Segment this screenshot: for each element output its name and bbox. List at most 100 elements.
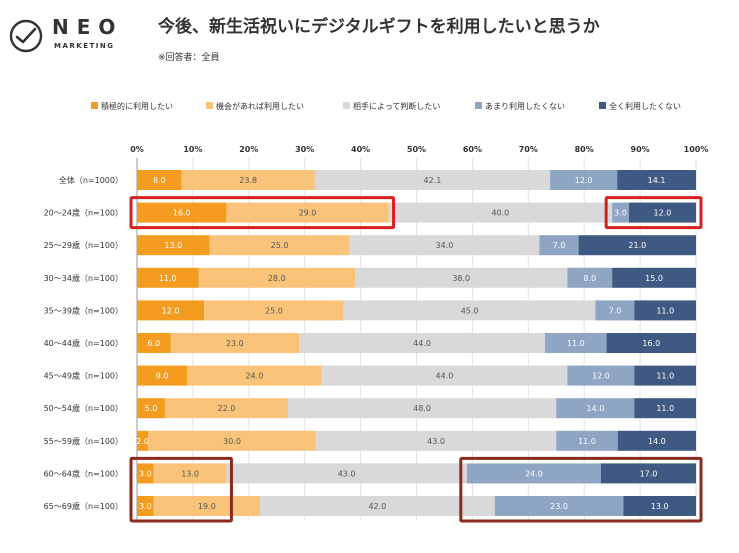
data-label: 16.0: [642, 339, 660, 348]
data-label: 3.0: [139, 502, 152, 511]
data-label: 43.0: [338, 469, 356, 478]
bar-segment: [355, 267, 568, 288]
bar-segment: [137, 463, 154, 484]
category-label: 45〜49歳（n=100）: [44, 371, 123, 381]
bar-segment: [287, 398, 557, 419]
bar-segment: [634, 365, 696, 386]
data-label: 7.0: [553, 241, 566, 250]
bar-segment: [137, 235, 210, 256]
x-tick-label: 80%: [575, 145, 594, 154]
category-label: 30〜34歳（n=100）: [44, 273, 123, 283]
bar-segment: [137, 300, 205, 321]
bar-segment: [634, 300, 696, 321]
data-label: 14.0: [648, 437, 666, 446]
legend-label: 積極的に利用したい: [101, 101, 173, 111]
bar-segment: [153, 463, 227, 484]
neo-marketing-logo: NEO MARKETING: [8, 10, 148, 56]
data-label: 19.0: [198, 502, 216, 511]
data-label: 42.0: [368, 502, 386, 511]
x-tick-label: 100%: [684, 145, 709, 154]
data-label: 34.0: [436, 241, 454, 250]
legend-label: 相手によって判断したい: [353, 101, 440, 111]
data-label: 16.0: [173, 209, 191, 218]
x-tick-label: 70%: [519, 145, 538, 154]
bar-segment: [137, 430, 149, 451]
category-label: 60〜64歳（n=100）: [44, 468, 123, 478]
data-label: 23.0: [226, 339, 244, 348]
data-label: 45.0: [461, 306, 479, 315]
data-label: 12.0: [592, 372, 610, 381]
bar-segment: [343, 300, 596, 321]
bar-segment: [209, 235, 350, 256]
x-tick-label: 20%: [239, 145, 258, 154]
bar-segment: [137, 333, 171, 353]
bar-segment: [556, 398, 635, 419]
bar-segment: [137, 202, 227, 223]
category-label: 50〜54歳（n=100）: [44, 403, 123, 413]
bar-segment: [204, 300, 344, 321]
bar-segment: [148, 430, 316, 451]
data-label: 44.0: [413, 339, 431, 348]
highlight-frame: [604, 196, 703, 230]
x-tick-label: 10%: [183, 145, 202, 154]
data-label: 11.0: [656, 306, 674, 315]
data-label: 43.0: [427, 437, 445, 446]
data-label: 6.0: [147, 339, 160, 348]
data-label: 25.0: [271, 241, 289, 250]
legend-swatch: [475, 102, 482, 109]
legend-label: あまり利用したくない: [485, 101, 565, 111]
bar-segment: [612, 202, 629, 223]
bar-segment: [137, 267, 199, 288]
data-label: 9.0: [156, 372, 169, 381]
category-label: 全体（n=1000）: [59, 175, 123, 185]
logo-mark-icon: [9, 19, 43, 53]
bar-segment: [567, 365, 635, 386]
data-label: 15.0: [645, 274, 663, 283]
legend-label: 機会があれば利用したい: [216, 101, 304, 111]
bar-segment: [321, 365, 568, 386]
legend-swatch: [599, 102, 606, 109]
legend-swatch: [343, 102, 350, 109]
bar-segment: [545, 333, 607, 353]
data-label: 13.0: [651, 502, 669, 511]
bar-segment: [315, 430, 557, 451]
bar-segment: [259, 496, 495, 516]
data-label: 3.0: [614, 209, 627, 218]
data-label: 11.0: [656, 372, 674, 381]
category-label: 35〜39歳（n=100）: [44, 305, 123, 315]
data-label: 11.0: [567, 339, 585, 348]
x-tick-label: 50%: [407, 145, 426, 154]
data-label: 11.0: [656, 404, 674, 413]
bar-segment: [628, 202, 696, 223]
category-label: 55〜59歳（n=100）: [44, 436, 123, 446]
bar-segment: [595, 300, 635, 321]
logo-subtext: MARKETING: [54, 42, 115, 50]
bar-segment: [226, 463, 467, 484]
data-label: 40.0: [491, 209, 509, 218]
data-label: 30.0: [223, 437, 241, 446]
bar-segment: [137, 398, 165, 419]
category-label: 65〜69歳（n=100）: [44, 501, 123, 511]
data-label: 11.0: [159, 274, 177, 283]
x-tick-label: 90%: [631, 145, 650, 154]
category-label: 40〜44歳（n=100）: [44, 338, 123, 348]
bar-segment: [187, 365, 322, 386]
data-label: 12.0: [654, 209, 672, 218]
legend-swatch: [91, 102, 98, 109]
bar-segment: [170, 333, 300, 353]
highlight-frame: [129, 196, 396, 230]
x-tick-label: 60%: [463, 145, 482, 154]
data-label: 23.8: [239, 176, 257, 185]
data-label: 21.0: [628, 241, 646, 250]
bar-segment: [623, 496, 696, 516]
data-label: 12.0: [162, 306, 180, 315]
bar-segment: [539, 235, 579, 256]
highlight-frame: [459, 456, 703, 523]
bar-segment: [617, 170, 696, 190]
bar-segment: [617, 430, 696, 451]
data-label: 13.0: [181, 469, 199, 478]
data-label: 38.0: [452, 274, 470, 283]
data-label: 8.0: [153, 176, 166, 185]
data-label: 5.0: [145, 404, 158, 413]
bar-segment: [349, 235, 540, 256]
